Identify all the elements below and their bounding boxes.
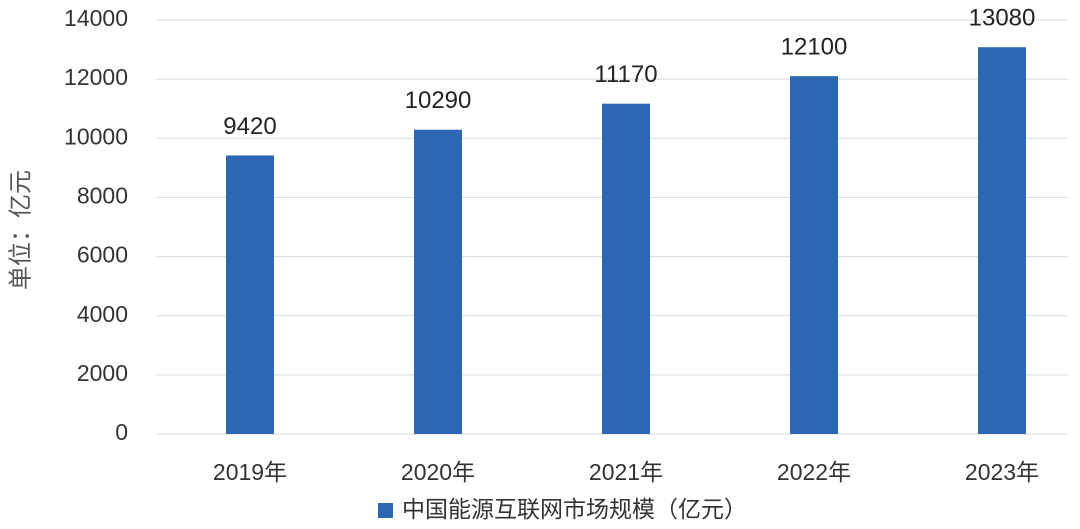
y-tick-label: 6000 [77,242,128,268]
x-tick-label: 2020年 [401,459,475,485]
data-label: 13080 [969,5,1036,32]
data-label: 10290 [405,87,472,114]
y-tick-label: 2000 [77,360,128,386]
x-tick-label: 2023年 [965,459,1039,485]
y-tick-label: 4000 [77,301,128,327]
y-tick-label: 12000 [64,64,128,90]
legend-swatch [378,503,393,518]
data-label: 11170 [594,61,657,88]
bar [414,129,462,434]
x-tick-label: 2019年 [213,459,287,485]
bar [226,155,274,435]
y-tick-label: 8000 [77,183,128,209]
data-label: 12100 [781,34,848,61]
legend-label: 中国能源互联网市场规模（亿元） [402,496,747,522]
bar [978,47,1026,434]
bar [790,76,838,434]
data-label: 9420 [223,113,276,140]
x-tick-label: 2022年 [777,459,851,485]
y-axis-label: 单位：亿元 [7,170,34,290]
y-tick-label: 0 [115,419,128,445]
y-tick-label: 10000 [64,123,128,149]
x-tick-label: 2021年 [589,459,663,485]
bar [602,103,650,435]
y-tick-label: 14000 [64,5,128,31]
